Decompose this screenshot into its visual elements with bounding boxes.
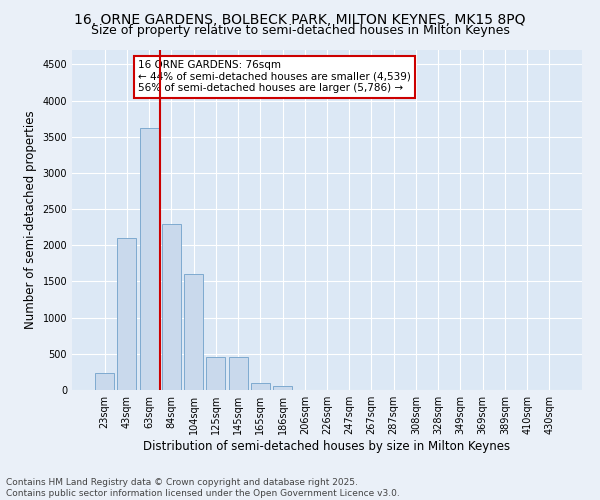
X-axis label: Distribution of semi-detached houses by size in Milton Keynes: Distribution of semi-detached houses by … (143, 440, 511, 453)
Y-axis label: Number of semi-detached properties: Number of semi-detached properties (24, 110, 37, 330)
Bar (184, 274, 203, 390)
Bar (118, 238, 136, 390)
Bar (95, 374, 114, 390)
Bar (140, 128, 158, 390)
Bar (206, 356, 225, 390)
Bar (273, 386, 292, 390)
Text: Size of property relative to semi-detached houses in Milton Keynes: Size of property relative to semi-detach… (91, 24, 509, 37)
Text: 16 ORNE GARDENS: 76sqm
← 44% of semi-detached houses are smaller (4,539)
56% of : 16 ORNE GARDENS: 76sqm ← 44% of semi-det… (139, 60, 411, 94)
Bar (251, 383, 270, 390)
Text: 16, ORNE GARDENS, BOLBECK PARK, MILTON KEYNES, MK15 8PQ: 16, ORNE GARDENS, BOLBECK PARK, MILTON K… (74, 12, 526, 26)
Bar (162, 224, 181, 390)
Text: Contains HM Land Registry data © Crown copyright and database right 2025.
Contai: Contains HM Land Registry data © Crown c… (6, 478, 400, 498)
Bar (229, 356, 248, 390)
